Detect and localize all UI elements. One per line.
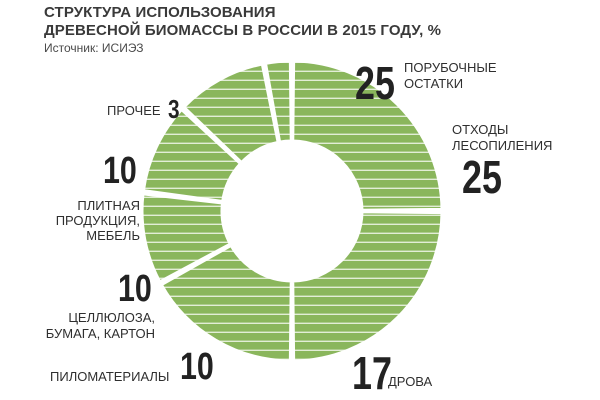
donut-slices — [140, 59, 444, 363]
slice-label-pulp-paper-1: ЦЕЛЛЮЛОЗА, — [68, 310, 155, 325]
slice-label-logging-residues-2: ОСТАТКИ — [404, 76, 464, 91]
slice-lumber — [140, 192, 233, 284]
slice-value-other: 3 — [168, 94, 180, 124]
chart-title-line2: ДРЕВЕСНОЙ БИОМАССЫ В РОССИИ В 2015 ГОДУ,… — [44, 22, 442, 39]
slice-pulp-paper — [141, 107, 243, 204]
slice-value-panels-furniture: 10 — [103, 150, 137, 192]
slice-label-sawmill-waste-2: ЛЕСОПИЛЕНИЯ — [452, 138, 553, 153]
slice-value-sawmill-waste: 25 — [462, 151, 502, 203]
slice-label-pulp-paper-2: БУМАГА, КАРТОН — [45, 326, 155, 341]
chart-source: Источник: ИСИЭЗ — [44, 41, 144, 55]
slice-label-other: ПРОЧЕЕ — [107, 103, 161, 118]
chart-title: СТРУКТУРА ИСПОЛЬЗОВАНИЯ ДРЕВЕСНОЙ БИОМАС… — [44, 4, 441, 40]
slice-value-pulp-paper: 10 — [118, 268, 152, 310]
slice-label-panels-furniture-3: МЕБЕЛЬ — [86, 228, 140, 243]
slice-value-lumber: 10 — [180, 346, 214, 388]
slice-value-logging-residues: 25 — [355, 57, 395, 109]
slice-label-panels-furniture-1: ПЛИТНАЯ — [77, 198, 140, 213]
slice-firewood — [159, 243, 293, 363]
slice-label-sawmill-waste-1: ОТХОДЫ — [452, 122, 509, 137]
slice-logging-residues — [291, 59, 444, 212]
slice-other — [263, 59, 293, 144]
slice-label-firewood: ДРОВА — [388, 374, 433, 389]
slice-panels-furniture — [181, 62, 280, 165]
slice-label-lumber: ПИЛОМАТЕРИАЛЫ — [50, 369, 170, 384]
slice-label-logging-residues-1: ПОРУБОЧНЫЕ — [404, 60, 497, 75]
slice-sawmill-waste — [291, 210, 444, 363]
chart-title-line1: СТРУКТУРА ИСПОЛЬЗОВАНИЯ — [44, 4, 276, 21]
slice-label-panels-furniture-2: ПРОДУКЦИЯ, — [55, 213, 140, 228]
slice-value-firewood: 17 — [352, 347, 392, 399]
